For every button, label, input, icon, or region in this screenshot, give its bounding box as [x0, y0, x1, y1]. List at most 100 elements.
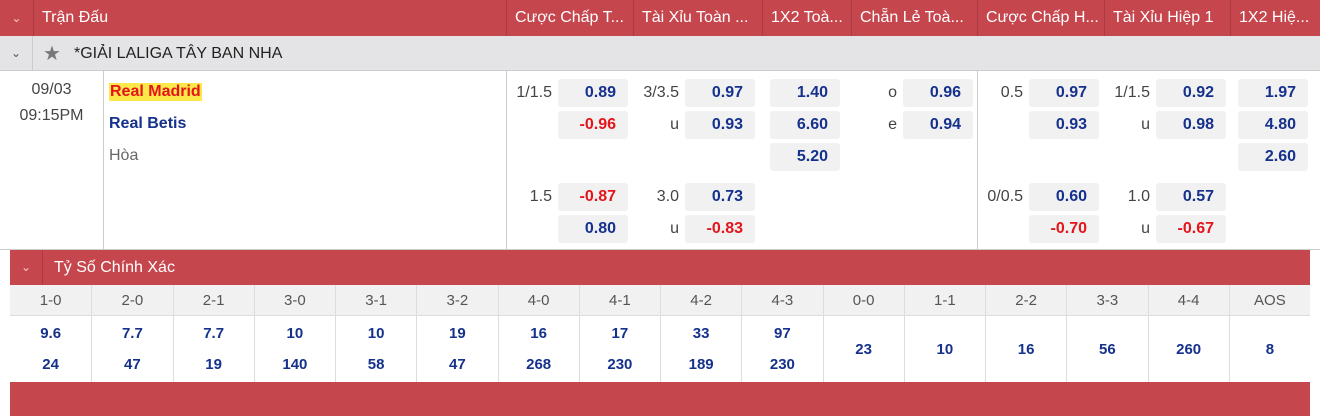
odds-button[interactable]: 0.97: [685, 79, 755, 107]
odds-button[interactable]: 1.40: [770, 79, 840, 107]
draw-label: Hòa: [109, 147, 139, 164]
chevron-down-icon[interactable]: ⌄: [11, 11, 22, 25]
score-odds[interactable]: 260: [1176, 341, 1202, 358]
score-odds[interactable]: 19: [449, 325, 466, 342]
score-odds[interactable]: 16: [1017, 341, 1035, 358]
header-match[interactable]: Trận Đấu: [33, 0, 506, 36]
score-label: 2-1: [173, 285, 254, 316]
odds-button[interactable]: 0.97: [1029, 79, 1099, 107]
header-handicap-ft[interactable]: Cược Chấp T...: [506, 0, 633, 36]
score-odds[interactable]: 24: [42, 356, 59, 373]
odds-button[interactable]: 5.20: [770, 143, 840, 171]
league-name: *GIẢI LALIGA TÂY BAN NHA: [74, 45, 283, 62]
odds-button[interactable]: 0.94: [903, 111, 973, 139]
score-label: 1-1: [904, 285, 985, 316]
score-odds[interactable]: 10: [286, 325, 304, 342]
odds-button[interactable]: 0.60: [1029, 183, 1099, 211]
odds-button[interactable]: 2.60: [1238, 143, 1308, 171]
league-row[interactable]: ⌄ ★ *GIẢI LALIGA TÂY BAN NHA: [0, 36, 1320, 71]
odds-button[interactable]: 0.98: [1156, 111, 1226, 139]
score-label: 4-0: [498, 285, 579, 316]
odds-button[interactable]: 0.57: [1156, 183, 1226, 211]
score-odds[interactable]: 9.6: [40, 325, 62, 342]
score-column: 4-3 97 230: [741, 285, 823, 382]
score-odds[interactable]: 33: [692, 325, 710, 342]
footer-bar: [10, 382, 1310, 416]
odds-button[interactable]: 0.80: [558, 215, 628, 243]
odds-line-label: u: [670, 220, 679, 237]
score-odds[interactable]: 97: [774, 325, 791, 342]
score-label: 4-4: [1148, 285, 1229, 316]
header-odd-even-ft[interactable]: Chẵn Lẻ Toà...: [851, 0, 977, 36]
star-icon[interactable]: ★: [43, 43, 61, 65]
score-odds[interactable]: 7.7: [203, 325, 225, 342]
odds-line-label: u: [670, 116, 679, 133]
odds-button[interactable]: -0.96: [558, 111, 628, 139]
score-odds[interactable]: 189: [688, 356, 714, 373]
odds-button[interactable]: 0.92: [1156, 79, 1226, 107]
odds-line-label: u: [1141, 116, 1150, 133]
table-header: ⌄ Trận Đấu Cược Chấp T... Tài Xỉu Toàn .…: [0, 0, 1320, 36]
header-over-under-ft[interactable]: Tài Xỉu Toàn ...: [633, 0, 762, 36]
score-column: 2-1 7.7 19: [172, 285, 254, 382]
away-team[interactable]: Real Betis: [109, 115, 187, 132]
score-label: AOS: [1229, 285, 1310, 316]
score-odds[interactable]: 140: [282, 356, 308, 373]
chevron-down-icon[interactable]: ⌄: [0, 36, 33, 71]
score-odds[interactable]: 8: [1265, 341, 1275, 358]
odds-button[interactable]: 0.96: [903, 79, 973, 107]
score-label: 4-3: [742, 285, 823, 316]
score-label: 3-0: [254, 285, 335, 316]
score-label: 2-0: [92, 285, 173, 316]
score-label: 3-3: [1067, 285, 1148, 316]
divider: [103, 71, 104, 250]
odds-line-label: 1/1.5: [1114, 84, 1150, 101]
odds-button[interactable]: 0.93: [685, 111, 755, 139]
score-label: 4-1: [579, 285, 660, 316]
odds-button[interactable]: 0.93: [1029, 111, 1099, 139]
score-column: 1-0 9.6 24: [10, 285, 92, 382]
score-odds[interactable]: 47: [124, 356, 141, 373]
odds-button[interactable]: -0.70: [1029, 215, 1099, 243]
header-1x2-ft[interactable]: 1X2 Toà...: [762, 0, 851, 36]
odds-button[interactable]: 6.60: [770, 111, 840, 139]
odds-button[interactable]: 0.73: [685, 183, 755, 211]
score-odds[interactable]: 230: [769, 356, 795, 373]
score-odds[interactable]: 47: [449, 356, 466, 373]
score-odds[interactable]: 56: [1099, 341, 1116, 358]
odds-button[interactable]: -0.87: [558, 183, 628, 211]
odds-line-label: 0.5: [1000, 84, 1023, 101]
score-odds[interactable]: 7.7: [121, 325, 143, 342]
header-over-under-h1[interactable]: Tài Xỉu Hiệp 1: [1104, 0, 1230, 36]
score-odds[interactable]: 16: [530, 325, 547, 342]
score-odds[interactable]: 58: [367, 356, 385, 373]
header-handicap-h1[interactable]: Cược Chấp H...: [977, 0, 1104, 36]
score-odds[interactable]: 230: [607, 356, 633, 373]
score-odds[interactable]: 19: [205, 356, 222, 373]
home-team[interactable]: Real Madrid: [109, 83, 202, 101]
odds-button[interactable]: 0.89: [558, 79, 628, 107]
match-row: 09/03 09:15PM Real Madrid Real Betis Hòa: [0, 71, 1320, 250]
chevron-down-icon[interactable]: ⌄: [10, 250, 43, 285]
odds-button[interactable]: -0.83: [685, 215, 755, 243]
correct-score-header[interactable]: ⌄ Tỷ Số Chính Xác: [10, 250, 1310, 285]
odds-button[interactable]: -0.67: [1156, 215, 1226, 243]
odds-line-label: 0/0.5: [987, 188, 1023, 205]
header-1x2-h1[interactable]: 1X2 Hiệ...: [1230, 0, 1320, 36]
score-label: 3-2: [417, 285, 498, 316]
score-odds[interactable]: 268: [526, 356, 552, 373]
odds-line-label: 1/1.5: [516, 84, 552, 101]
score-odds[interactable]: 17: [611, 325, 629, 342]
score-column: 4-0 16 268: [497, 285, 579, 382]
score-odds[interactable]: 10: [936, 341, 954, 358]
match-time: 09:15PM: [19, 107, 84, 124]
score-column: 1-1 10: [903, 285, 985, 382]
odds-line-label: o: [888, 84, 897, 101]
correct-score-grid: 1-0 9.6 24 2-0 7.7 47 2-1 7.7 19 3-0 10 140 3-1 10 58 3…: [10, 285, 1310, 382]
odds-button[interactable]: 1.97: [1238, 79, 1308, 107]
score-odds[interactable]: 10: [367, 325, 385, 342]
score-column: 4-1 17 230: [578, 285, 660, 382]
score-label: 3-1: [336, 285, 417, 316]
score-odds[interactable]: 23: [855, 341, 872, 358]
odds-button[interactable]: 4.80: [1238, 111, 1308, 139]
